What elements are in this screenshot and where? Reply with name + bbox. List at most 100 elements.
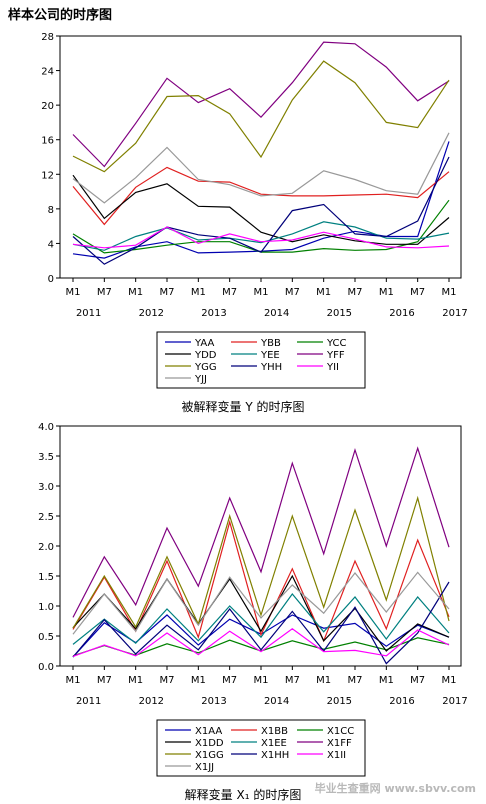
x-year-label: 2014 (264, 696, 289, 707)
x-tick-label: M1 (442, 287, 457, 298)
y-tick-label: 3.5 (38, 452, 54, 463)
x-tick-label: M1 (128, 675, 143, 686)
x-year-label: 2015 (327, 696, 352, 707)
series-line-ycc (72, 199, 450, 254)
legend-label-x1hh: X1HH (261, 750, 289, 761)
series-line-ygg (72, 60, 450, 173)
legend-label-yee: YEE (260, 350, 280, 361)
legend-label-ycc: YCC (326, 338, 347, 349)
series-line-x1ii (72, 628, 450, 657)
legend-label-yii: YII (326, 362, 339, 373)
series-line-yii (72, 226, 450, 249)
x-tick-label: M7 (160, 675, 175, 686)
legend-label-ybb: YBB (260, 338, 281, 349)
chart-x1-timeseries: 0.0 0.5 1.0 1.5 2.0 2.5 3.0 3.5 4.0 M1 M7 M1 M7 M1 M7 M… (38, 422, 468, 777)
x-year-label: 2013 (201, 696, 226, 707)
legend-box (156, 719, 366, 777)
legend-label-yaa: YAA (194, 338, 214, 349)
x-tick-label: M1 (379, 287, 394, 298)
legend-label-yhh: YHH (260, 362, 282, 373)
series-line-yff (72, 41, 450, 168)
series-line-yjj (72, 132, 450, 204)
y-tick-label: 3.0 (38, 482, 54, 493)
y-tick-label: 0.5 (38, 632, 54, 643)
x-tick-label: M7 (222, 287, 237, 298)
y-tick-label: 0 (48, 274, 54, 285)
x-year-label: 2016 (389, 308, 414, 319)
x-tick-label: M1 (316, 675, 331, 686)
x-year-label: 2017 (442, 696, 467, 707)
series-line-x1jj (72, 571, 450, 635)
legend-label-ydd: YDD (194, 350, 217, 361)
y-tick-label: 8 (48, 205, 54, 216)
page-title: 样本公司的时序图 (8, 8, 113, 23)
x-tick-label: M1 (128, 287, 143, 298)
y-tick-label: 1.0 (38, 602, 54, 613)
legend-label-x1bb: X1BB (261, 726, 288, 737)
x-tick-label: M7 (160, 287, 175, 298)
legend-label-x1gg: X1GG (195, 750, 224, 761)
y-tick-label: 28 (41, 32, 54, 43)
x-tick-label: M7 (410, 287, 425, 298)
x-tick-label: M7 (348, 287, 363, 298)
series-line-x1ff (72, 446, 450, 618)
legend-label-x1ff: X1FF (327, 738, 352, 749)
x-year-label: 2012 (139, 696, 164, 707)
chart-y-timeseries: 0 4 8 12 16 20 24 28 M1 M7 M1 M7 M1 M7 M1 M7 M1 M7 M1 M7 M1 2… (41, 32, 468, 389)
y-tick-label: 16 (41, 136, 54, 147)
series-line-x1hh (72, 581, 450, 665)
watermark: 毕业生查重网 www.sbvv.com (314, 782, 476, 795)
x-tick-label: M7 (222, 675, 237, 686)
legend-label-x1cc: X1CC (327, 726, 354, 737)
x-tick-label: M7 (97, 287, 112, 298)
x-tick-label: M7 (348, 675, 363, 686)
y-tick-label: 1.5 (38, 572, 54, 583)
legend-label-x1ii: X1II (327, 750, 346, 761)
legend-label-x1aa: X1AA (195, 726, 222, 737)
x-tick-label: M1 (66, 287, 81, 298)
x-tick-label: M7 (410, 675, 425, 686)
x-year-label: 2011 (76, 308, 101, 319)
x-tick-label: M1 (191, 675, 206, 686)
series-line-ydd (72, 174, 450, 245)
x-year-label: 2017 (442, 308, 467, 319)
y-tick-label: 4 (48, 239, 54, 250)
legend-box (156, 331, 366, 389)
y-tick-label: 4.0 (38, 422, 54, 433)
legend-label-yff: YFF (326, 350, 345, 361)
y-tick-label: 24 (41, 67, 54, 78)
x-tick-label: M1 (316, 287, 331, 298)
legend-label-x1jj: X1JJ (195, 762, 214, 773)
series-line-x1dd (72, 574, 450, 652)
series-line-ybb (72, 166, 450, 226)
y-tick-label: 12 (41, 170, 54, 181)
y-tick-label: 2.0 (38, 542, 54, 553)
series-line-yhh (72, 156, 450, 265)
series-line-x1ee (72, 593, 450, 645)
legend-label-x1dd: X1DD (195, 738, 224, 749)
legend-label-yjj: YJJ (194, 374, 207, 385)
y-tick-label: 2.5 (38, 512, 54, 523)
chart-x1-caption: 解释变量 X₁ 的时序图 (184, 788, 302, 802)
legend-label-ygg: YGG (194, 362, 217, 373)
x-tick-label: M7 (285, 675, 300, 686)
legend-label-x1ee: X1EE (261, 738, 287, 749)
chart-y-caption: 被解释变量 Y 的时序图 (181, 400, 305, 414)
x-year-label: 2015 (327, 308, 352, 319)
x-year-label: 2014 (264, 308, 289, 319)
x-tick-label: M1 (254, 675, 269, 686)
x-tick-label: M1 (379, 675, 394, 686)
y-tick-label: 0.0 (38, 662, 54, 673)
series-line-yaa (72, 141, 450, 259)
x-year-label: 2013 (201, 308, 226, 319)
x-year-label: 2012 (139, 308, 164, 319)
x-tick-label: M1 (66, 675, 81, 686)
x-tick-label: M1 (191, 287, 206, 298)
y-tick-label: 20 (41, 101, 54, 112)
x-tick-label: M1 (254, 287, 269, 298)
x-year-label: 2011 (76, 696, 101, 707)
series-line-yee (72, 221, 450, 251)
series-line-x1gg (72, 495, 450, 629)
x-year-label: 2016 (389, 696, 414, 707)
x-tick-label: M7 (285, 287, 300, 298)
